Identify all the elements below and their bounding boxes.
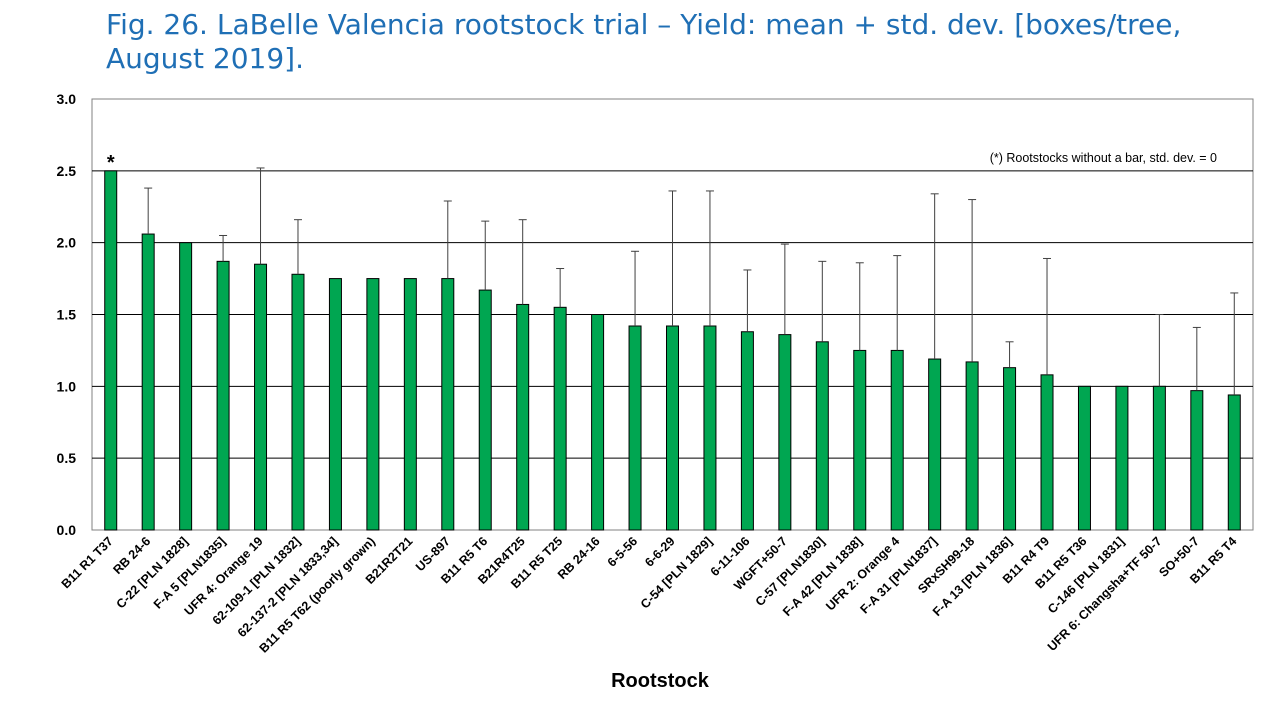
y-tick-label: 1.0 xyxy=(57,378,77,394)
bar xyxy=(328,278,342,531)
y-tick-label: 0.0 xyxy=(57,522,77,538)
y-tick-label: 2.5 xyxy=(57,163,77,179)
bar xyxy=(104,170,118,531)
bar xyxy=(591,314,605,531)
bar xyxy=(1003,367,1017,531)
bar xyxy=(254,263,268,531)
y-tick-label: 1.5 xyxy=(57,307,77,323)
bar xyxy=(553,306,567,531)
bar xyxy=(403,278,417,531)
bar xyxy=(666,325,679,531)
x-tick-label: C-54 [PLN 1829] xyxy=(638,534,715,611)
bar xyxy=(628,325,642,531)
x-axis-title: Rootstock xyxy=(611,670,710,692)
x-tick-label: 6-5-56 xyxy=(605,534,640,569)
bar xyxy=(1190,390,1204,531)
chart-note: (*) Rootstocks without a bar, std. dev. … xyxy=(990,151,1217,165)
bar xyxy=(1152,385,1166,531)
bar xyxy=(516,303,530,531)
y-tick-label: 3.0 xyxy=(57,91,77,107)
bar xyxy=(366,278,380,531)
y-tick-label: 0.5 xyxy=(57,450,77,466)
bar xyxy=(291,273,305,531)
marker-asterisk: * xyxy=(107,152,115,174)
bars xyxy=(104,170,1241,531)
bar xyxy=(216,260,230,531)
bar xyxy=(740,331,754,531)
bar xyxy=(928,358,942,531)
error-bars xyxy=(144,167,1239,395)
bar xyxy=(1115,385,1129,531)
bar xyxy=(1227,394,1241,531)
bar xyxy=(778,334,792,531)
y-tick-label: 2.0 xyxy=(57,235,77,251)
bar xyxy=(179,242,193,531)
bar xyxy=(965,361,979,531)
chart-title: Fig. 26. LaBelle Valencia rootstock tria… xyxy=(106,8,1182,75)
y-axis-ticks: 0.0 0.5 1.0 1.5 2.0 2.5 3.0 xyxy=(57,91,77,538)
x-tick-label: 6-6-29 xyxy=(642,534,677,569)
x-tick-label: B11 R1 T37 xyxy=(59,534,116,591)
bar xyxy=(478,289,492,531)
bar xyxy=(441,278,455,531)
bar xyxy=(1077,385,1091,531)
bar xyxy=(853,349,867,531)
bar xyxy=(703,325,717,531)
bar xyxy=(815,341,829,531)
bar xyxy=(1040,374,1054,531)
bar xyxy=(890,349,904,531)
bar xyxy=(141,233,155,531)
